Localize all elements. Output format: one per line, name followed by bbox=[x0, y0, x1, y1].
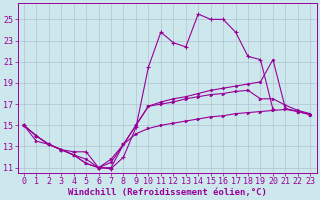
X-axis label: Windchill (Refroidissement éolien,°C): Windchill (Refroidissement éolien,°C) bbox=[68, 188, 267, 197]
